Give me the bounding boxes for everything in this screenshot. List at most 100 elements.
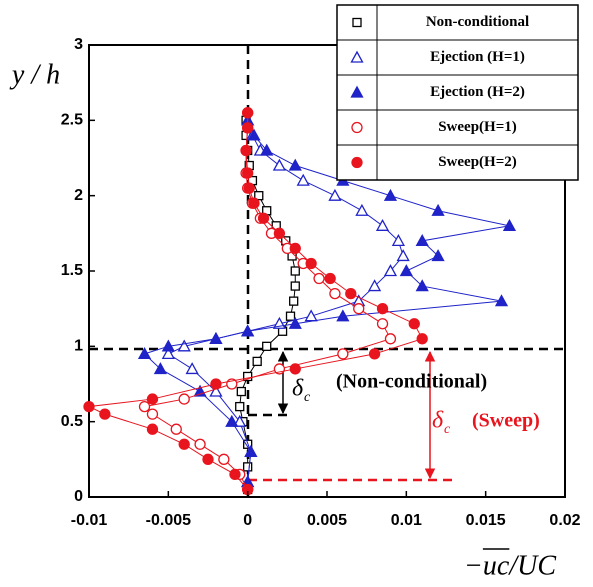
legend-marker — [351, 156, 363, 169]
point — [138, 400, 151, 413]
annotation-text: (Sweep) — [472, 410, 540, 432]
point — [229, 468, 241, 481]
point — [289, 296, 299, 306]
x-tick-label: 0 — [243, 512, 252, 529]
annotation-symbol: δ — [432, 408, 444, 434]
point — [146, 408, 159, 420]
point — [236, 386, 246, 397]
point — [242, 167, 254, 179]
x-tick-label: 0.015 — [466, 512, 506, 529]
y-axis-label: y / h — [9, 59, 60, 90]
point — [375, 218, 390, 231]
point — [240, 144, 252, 157]
y-tick-label: 1 — [74, 338, 83, 355]
point — [383, 264, 398, 277]
point — [185, 362, 199, 375]
point — [241, 324, 255, 337]
legend-label: Ejection (H=1) — [430, 49, 525, 65]
series — [137, 113, 517, 488]
point — [288, 316, 302, 329]
point — [243, 462, 253, 472]
x-tick-label: -0.01 — [71, 512, 108, 529]
point — [494, 294, 509, 307]
point — [161, 339, 175, 352]
legend-label: Ejection (H=2) — [430, 84, 525, 100]
y-tick-label: 0.5 — [61, 413, 83, 430]
y-tick-label: 0 — [74, 488, 83, 505]
point — [328, 188, 342, 201]
point — [399, 264, 413, 277]
point — [178, 438, 190, 450]
y-tick-label: 2 — [74, 187, 83, 204]
point — [235, 401, 245, 412]
point — [146, 423, 159, 435]
point — [368, 279, 382, 292]
point — [290, 266, 300, 276]
point — [262, 341, 272, 351]
point — [304, 309, 318, 322]
point — [368, 348, 381, 360]
point — [209, 384, 223, 397]
point — [337, 348, 349, 360]
point — [137, 347, 152, 360]
point — [431, 249, 445, 262]
point — [376, 303, 389, 315]
point — [324, 272, 336, 285]
point — [313, 272, 325, 285]
series-line — [143, 120, 510, 482]
point — [247, 128, 261, 141]
y-tick-label: 3 — [74, 36, 83, 53]
point — [83, 400, 95, 413]
point — [336, 309, 350, 322]
annotation-subscript: c — [444, 422, 451, 437]
point — [272, 158, 286, 171]
point — [248, 197, 260, 209]
legend-label: Non-conditional — [426, 14, 529, 30]
annotation-subscript: c — [304, 390, 311, 405]
point — [396, 249, 410, 262]
point — [273, 227, 286, 239]
point — [99, 408, 111, 420]
point — [202, 453, 214, 465]
point — [170, 423, 182, 435]
point — [209, 331, 223, 344]
point — [161, 347, 175, 360]
legend: Non-conditional Ejection (H=1) Ejection (H… — [336, 4, 579, 181]
point — [243, 182, 255, 194]
point — [257, 212, 270, 224]
point — [260, 143, 274, 156]
point — [210, 378, 222, 390]
point — [290, 281, 300, 291]
point — [153, 362, 167, 375]
point — [146, 393, 159, 405]
point — [355, 203, 369, 216]
point — [416, 333, 428, 345]
point — [218, 453, 230, 465]
legend-label: Sweep(H=2) — [438, 154, 517, 170]
point — [254, 191, 264, 201]
x-tick-label: 0.005 — [307, 512, 347, 529]
point — [329, 287, 341, 300]
point — [289, 363, 301, 375]
legend-marker — [350, 85, 364, 98]
point — [296, 173, 310, 186]
point — [376, 318, 389, 330]
y-tick-label: 1.5 — [61, 262, 83, 279]
series — [83, 107, 428, 496]
point — [288, 158, 302, 171]
point — [384, 333, 397, 345]
legend-label: Sweep(H=1) — [438, 119, 517, 135]
point — [177, 339, 191, 352]
annotation-text: (Non-conditional) — [336, 371, 487, 393]
x-tick-label: -0.005 — [146, 512, 191, 529]
point — [383, 188, 398, 201]
point — [178, 393, 190, 405]
point — [233, 414, 247, 427]
legend-marker — [352, 17, 362, 28]
x-tick-label: 0.02 — [549, 512, 580, 529]
annotation-symbol: δ — [292, 376, 304, 402]
point — [194, 438, 206, 450]
point — [353, 303, 365, 315]
point — [431, 203, 445, 216]
